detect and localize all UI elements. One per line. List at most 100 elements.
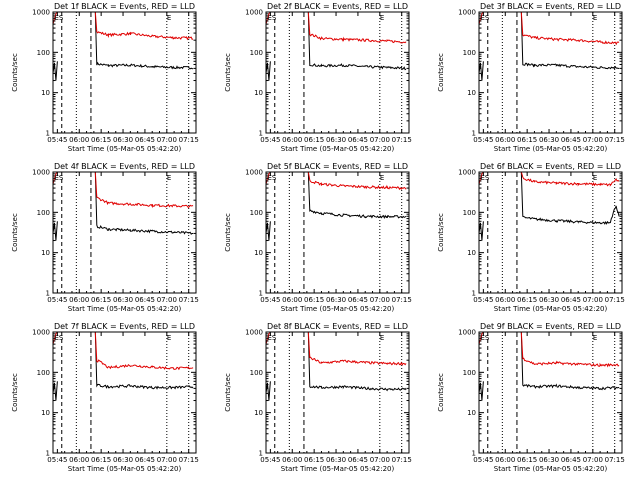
y-tick-label: 1000 [245, 9, 263, 17]
x-tick-label: 06:30 [113, 296, 133, 304]
x-tick-label: 07:00 [157, 296, 177, 304]
y-tick-label: 1 [472, 290, 476, 298]
y-axis-label: Counts/sec [11, 373, 19, 412]
x-tick-label: 07:00 [157, 456, 177, 464]
x-tick-label: 07:15 [392, 456, 412, 464]
y-tick-label: 1000 [32, 9, 50, 17]
events-series-line [94, 11, 194, 70]
y-tick-label: 1 [46, 130, 50, 138]
x-tick-label: 06:15 [517, 456, 537, 464]
marker-label: S [485, 174, 490, 182]
plot-frame [478, 11, 623, 134]
x-tick-label: 06:45 [348, 136, 368, 144]
x-axis-label: Start Time (05-Mar-05 05:42:20) [281, 465, 395, 473]
x-tick-label: 06:00 [282, 296, 302, 304]
marker-label: E [593, 174, 597, 182]
marker-label: E [167, 334, 171, 342]
x-tick-label: 06:00 [495, 136, 515, 144]
marker-label: E [380, 14, 384, 22]
x-tick-label: 06:45 [135, 456, 155, 464]
x-tick-label: 06:30 [539, 136, 559, 144]
lld-series-line [307, 331, 407, 366]
x-tick-label: 06:00 [69, 136, 89, 144]
x-tick-label: 06:30 [539, 456, 559, 464]
y-tick-label: 10 [41, 249, 50, 257]
marker-label: E [167, 14, 171, 22]
x-tick-label: 05:45 [260, 456, 280, 464]
y-tick-label: 100 [463, 49, 476, 57]
y-tick-label: 10 [467, 409, 476, 417]
y-tick-label: 10 [254, 249, 263, 257]
chart-title: Det 8f BLACK = Events, RED = LLD [267, 322, 408, 331]
events-series-line [307, 11, 407, 71]
events-series-line [307, 331, 407, 392]
x-tick-label: 06:00 [282, 136, 302, 144]
lld-series-line [307, 11, 407, 44]
marker-label: E [593, 14, 597, 22]
plot-frame [265, 171, 410, 294]
marker-label: E [380, 334, 384, 342]
y-tick-label: 1 [46, 450, 50, 458]
marker-label: E [480, 334, 484, 342]
x-tick-label: 06:15 [304, 456, 324, 464]
y-tick-label: 100 [250, 209, 263, 217]
y-tick-label: 10 [254, 409, 263, 417]
chart-title: Det 7f BLACK = Events, RED = LLD [54, 322, 195, 331]
y-tick-label: 1000 [32, 169, 50, 177]
x-tick-label: 07:00 [370, 456, 390, 464]
x-tick-label: 06:30 [113, 136, 133, 144]
lld-series-line [520, 331, 620, 368]
plot-frame [478, 331, 623, 454]
marker-label: S [59, 334, 64, 342]
x-tick-label: 07:15 [392, 136, 412, 144]
x-tick-label: 06:45 [348, 296, 368, 304]
x-tick-label: 07:15 [179, 456, 199, 464]
y-tick-label: 1000 [458, 9, 476, 17]
chart-title: Det 1f BLACK = Events, RED = LLD [54, 2, 195, 11]
detector-panel: Det 6f BLACK = Events, RED = LLD E S E 1 10 10… [426, 160, 639, 320]
x-tick-label: 07:00 [583, 456, 603, 464]
chart-title: Det 5f BLACK = Events, RED = LLD [267, 162, 408, 171]
marker-label: E [54, 14, 58, 22]
chart-title: Det 9f BLACK = Events, RED = LLD [480, 322, 621, 331]
y-tick-label: 100 [250, 369, 263, 377]
detector-panel: Det 3f BLACK = Events, RED = LLD E S E 1 10 10… [426, 0, 639, 160]
detector-panel: Det 2f BLACK = Events, RED = LLD E S E 1 10 10… [213, 0, 426, 160]
x-tick-label: 06:30 [326, 296, 346, 304]
x-tick-label: 06:30 [326, 136, 346, 144]
events-series-line [94, 331, 194, 390]
marker-label: E [54, 334, 58, 342]
events-series-line [520, 171, 620, 225]
x-tick-label: 06:30 [113, 456, 133, 464]
marker-label: E [267, 174, 271, 182]
x-tick-label: 07:15 [179, 136, 199, 144]
x-axis-label: Start Time (05-Mar-05 05:42:20) [68, 465, 182, 473]
x-tick-label: 07:15 [605, 456, 625, 464]
x-tick-label: 05:45 [473, 456, 493, 464]
plot-frame [52, 331, 197, 454]
y-tick-label: 1000 [458, 169, 476, 177]
x-tick-label: 06:15 [304, 296, 324, 304]
y-axis-label: Counts/sec [11, 213, 19, 252]
lld-series-line [94, 171, 194, 209]
y-tick-label: 1 [259, 290, 263, 298]
x-tick-label: 06:45 [348, 456, 368, 464]
y-tick-label: 1 [259, 450, 263, 458]
x-tick-label: 07:00 [583, 296, 603, 304]
lld-series-line [94, 331, 194, 371]
marker-label: E [380, 174, 384, 182]
x-tick-label: 06:00 [495, 296, 515, 304]
plot-frame [52, 11, 197, 134]
marker-label: S [485, 334, 490, 342]
chart-title: Det 4f BLACK = Events, RED = LLD [54, 162, 195, 171]
y-tick-label: 1 [472, 130, 476, 138]
marker-label: S [272, 174, 277, 182]
marker-label: E [593, 334, 597, 342]
x-tick-label: 07:15 [179, 296, 199, 304]
lld-series-line [307, 171, 407, 191]
x-tick-label: 06:00 [495, 456, 515, 464]
detector-panel: Det 8f BLACK = Events, RED = LLD E S E 1 10 10… [213, 320, 426, 480]
